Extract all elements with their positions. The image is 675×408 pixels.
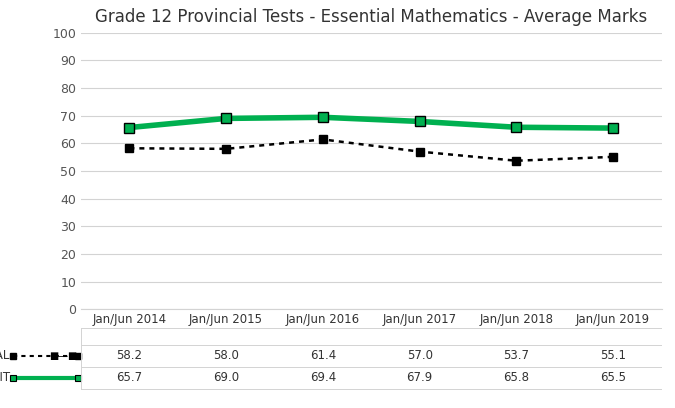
Text: PRAIRIE SPIRIT: PRAIRIE SPIRIT [0, 371, 10, 384]
Text: 65.5: 65.5 [600, 371, 626, 384]
Text: Jan/Jun 2019: Jan/Jun 2019 [576, 313, 650, 326]
Text: 61.4: 61.4 [310, 350, 336, 362]
Text: 57.0: 57.0 [406, 350, 433, 362]
Text: 58.2: 58.2 [116, 350, 142, 362]
Text: 65.8: 65.8 [504, 371, 529, 384]
Text: 55.1: 55.1 [600, 350, 626, 362]
Text: 67.9: 67.9 [406, 371, 433, 384]
Text: 69.0: 69.0 [213, 371, 239, 384]
Text: Jan/Jun 2018: Jan/Jun 2018 [479, 313, 554, 326]
Title: Grade 12 Provincial Tests - Essential Mathematics - Average Marks: Grade 12 Provincial Tests - Essential Ma… [95, 7, 647, 26]
Text: Jan/Jun 2016: Jan/Jun 2016 [286, 313, 360, 326]
Text: 53.7: 53.7 [504, 350, 529, 362]
Text: PROVINCIAL: PROVINCIAL [0, 350, 10, 362]
Text: Jan/Jun 2017: Jan/Jun 2017 [383, 313, 457, 326]
Text: 65.7: 65.7 [116, 371, 142, 384]
Text: ■—■: ■—■ [49, 351, 78, 361]
Text: 58.0: 58.0 [213, 350, 239, 362]
Text: Jan/Jun 2015: Jan/Jun 2015 [189, 313, 263, 326]
Text: Jan/Jun 2014: Jan/Jun 2014 [92, 313, 167, 326]
Text: 69.4: 69.4 [310, 371, 336, 384]
